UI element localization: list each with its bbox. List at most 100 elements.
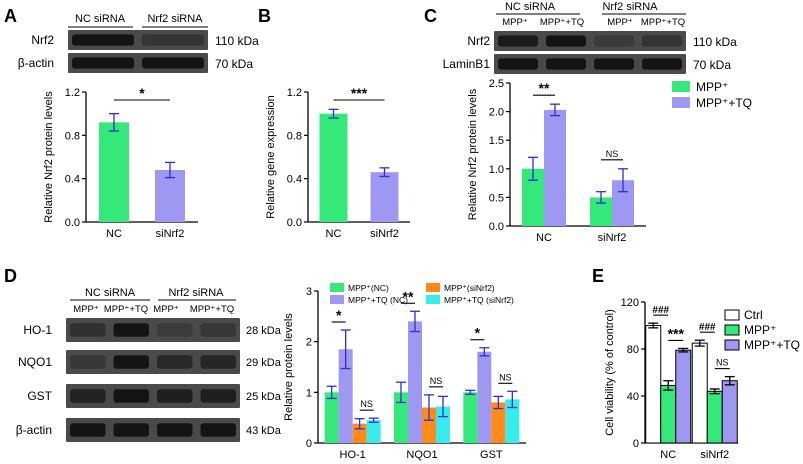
legend-label: Ctrl xyxy=(744,308,763,322)
bar xyxy=(436,406,450,443)
blot-d-kda: 25 kDa xyxy=(246,391,282,403)
y-tick-label: 120 xyxy=(621,297,639,309)
bar xyxy=(394,392,408,443)
y-tick-label: 0.0 xyxy=(65,217,80,229)
bar xyxy=(675,349,692,444)
chart-C: 0.0 0.5 1.0 1.5 2.0 2.5 Relative Nrf2 protein … xyxy=(467,78,752,244)
chart-D: 0 1 2 3 Relative protein levels HO-1 NQO1 GST * N… xyxy=(283,283,526,461)
legend-swatch xyxy=(724,339,740,351)
blot-d-row-band xyxy=(113,423,149,437)
blot-c-row-strip xyxy=(494,31,686,51)
y-tick-label: 80 xyxy=(627,344,639,356)
legend-label: MPP⁺ xyxy=(744,323,776,337)
blot-d-row-strip xyxy=(66,318,240,342)
blot-a-row-band xyxy=(72,57,134,69)
blot-c-row-band xyxy=(498,35,538,47)
y-axis-label: Relative protein levels xyxy=(283,313,295,421)
y-tick-label: 0.5 xyxy=(489,192,504,204)
blot-a-row-band xyxy=(142,34,204,46)
blot-d-row-band xyxy=(113,389,149,403)
bar xyxy=(477,351,492,443)
blot-d-kda: 29 kDa xyxy=(246,357,282,369)
x-tick-label: NC xyxy=(660,449,676,461)
blot-d-row-label: HO-1 xyxy=(23,323,52,337)
significance-label: NS xyxy=(499,372,512,382)
blot-c-row-band xyxy=(642,58,682,70)
y-tick-label: 0.4 xyxy=(287,174,302,186)
significance-label: * xyxy=(475,325,481,341)
blot-a-row-band xyxy=(142,57,204,69)
significance-label: NS xyxy=(360,399,373,409)
blot-a-row-band xyxy=(72,34,134,46)
blot-d-row-band xyxy=(200,389,236,403)
y-tick-label: 3 xyxy=(306,286,312,298)
x-tick-label: siNrf2 xyxy=(370,228,399,240)
blot-d-row-band xyxy=(70,389,106,403)
blot-d-row-strip xyxy=(66,350,240,374)
y-tick-label: 40 xyxy=(627,391,639,403)
blot-c-row-strip xyxy=(494,54,686,74)
x-tick-label: siNrf2 xyxy=(598,232,627,244)
y-tick-label: 0.8 xyxy=(287,130,302,142)
bar xyxy=(544,109,566,226)
panel-letter-b: B xyxy=(258,6,271,26)
x-tick-label: siNrf2 xyxy=(700,449,729,461)
legend-label: MPP⁺(siNrf2) xyxy=(444,283,495,293)
blot-a-kda: 70 kDa xyxy=(215,57,253,71)
bar xyxy=(370,172,399,222)
blot-d-lane-label: MPP⁺+TQ xyxy=(190,304,234,315)
legend-label: MPP⁺(NC) xyxy=(348,283,389,293)
bar xyxy=(338,349,353,443)
y-tick-label: 2.0 xyxy=(489,107,504,119)
blot-d-row-strip xyxy=(66,384,240,408)
figure-static: A B C D E NC siRNA Nrf2 siRNA Nrf2 110 kDa β-acti… xyxy=(4,1,737,442)
blot-d-row-band xyxy=(157,389,193,403)
charts: 0.0 0.4 0.8 1.2 Relative Nrf2 protein levels… xyxy=(43,78,800,461)
blot-c-row-band xyxy=(498,58,538,70)
y-tick-label: 0.0 xyxy=(287,217,302,229)
blot-a-row-label: Nrf2 xyxy=(31,33,54,47)
significance-label: NS xyxy=(430,376,443,386)
x-tick-label: NC xyxy=(106,228,122,240)
chart-A: 0.0 0.4 0.8 1.2 Relative Nrf2 protein levels… xyxy=(43,85,198,240)
significance-label: *** xyxy=(351,85,368,101)
bar xyxy=(155,170,185,222)
blot-c-kda: 110 kDa xyxy=(693,35,737,49)
panel-letter-e: E xyxy=(592,266,604,286)
blot-a-row-label: β-actin xyxy=(18,56,54,70)
bar xyxy=(319,113,348,222)
blot-d-row-band xyxy=(157,423,193,437)
x-tick-label: NC xyxy=(536,232,552,244)
bar xyxy=(691,342,708,444)
panel-letter-a: A xyxy=(4,6,17,26)
x-tick-label: NC xyxy=(326,228,342,240)
x-tick-label: GST xyxy=(480,449,503,461)
blot-a-kda: 110 kDa xyxy=(215,34,259,48)
legend-swatch xyxy=(724,309,740,321)
legend-label: MPP⁺+TQ xyxy=(744,338,800,352)
blot-d-row-band xyxy=(200,423,236,437)
bar xyxy=(612,180,634,226)
y-tick-label: 1.5 xyxy=(489,135,504,147)
y-tick-label: 0 xyxy=(306,438,312,450)
blot-c-lane-label: MPP⁺ xyxy=(502,17,528,28)
bar xyxy=(505,399,520,443)
bar xyxy=(706,390,723,444)
bar xyxy=(645,325,662,444)
blot-c-row-label: Nrf2 xyxy=(467,34,490,48)
blot-d-row-label: β-actin xyxy=(16,423,52,437)
blot-a-lane-label: NC siRNA xyxy=(75,13,126,25)
legend-label: MPP⁺+TQ (siNrf2) xyxy=(444,295,514,305)
panel-letter-c: C xyxy=(424,6,437,26)
blot-d-row-label: GST xyxy=(27,389,52,403)
y-tick-label: 2 xyxy=(306,337,312,349)
blot-d-row-band xyxy=(200,355,236,369)
bar xyxy=(422,407,436,443)
bar xyxy=(99,122,129,222)
blot-d-lane-label: MPP⁺ xyxy=(73,304,99,315)
significance-label: NS xyxy=(716,358,729,368)
significance-label: ** xyxy=(539,80,550,96)
bar xyxy=(366,420,381,443)
blot-d-row-band xyxy=(113,355,149,369)
bar xyxy=(522,168,544,226)
